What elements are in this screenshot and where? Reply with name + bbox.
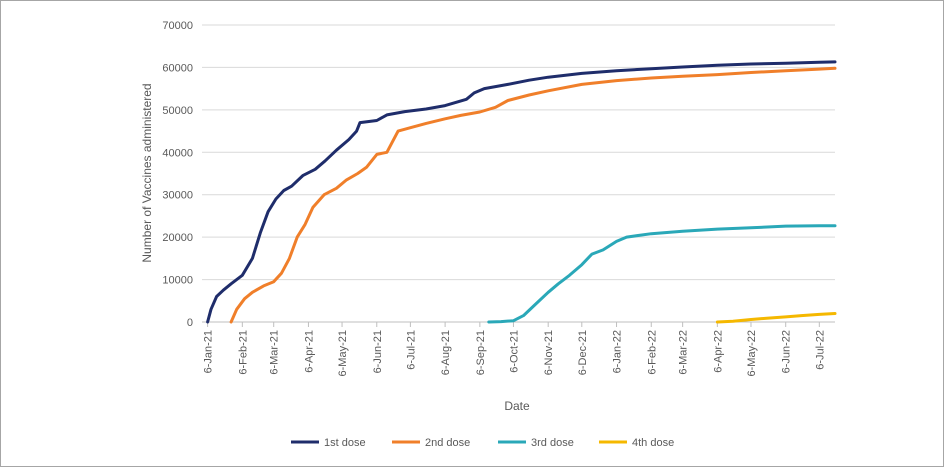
legend-label: 2nd dose (425, 437, 470, 449)
legend-item: 2nd dose (392, 437, 470, 449)
series-lines (206, 60, 837, 324)
y-tick-label: 10000 (162, 275, 193, 287)
legend: 1st dose 2nd dose 3rd dose 4th dose (291, 437, 674, 449)
x-axis: 6-Jan-21 6-Feb-21 6-Mar-21 6-Apr-21 6-May-21… (202, 321, 835, 376)
series-line-4th-dose (715, 312, 837, 324)
x-tick-label: 6-Dec-21 (577, 330, 589, 375)
series-line-3rd-dose (487, 224, 837, 324)
series-line-1st-dose (206, 60, 837, 324)
x-tick-label: 6-Apr-22 (712, 330, 724, 373)
x-tick-label: 6-Jun-22 (781, 330, 793, 373)
x-tick-label: 6-Mar-21 (269, 330, 281, 375)
x-tick-label: 6-Mar-22 (678, 330, 690, 375)
x-tick-label: 6-Aug-21 (440, 330, 452, 375)
y-tick-label: 0 (187, 317, 193, 329)
x-tick-label: 6-Jul-22 (814, 330, 826, 370)
x-tick-label: 6-May-22 (746, 330, 758, 376)
y-tick-label: 40000 (162, 147, 193, 159)
legend-item: 3rd dose (498, 437, 574, 449)
series-line-2nd-dose (229, 66, 837, 324)
x-tick-label: 6-Jan-22 (612, 330, 624, 373)
x-tick-label: 6-Feb-22 (646, 330, 658, 375)
y-tick-label: 70000 (162, 20, 193, 32)
x-tick-label: 6-Feb-21 (237, 330, 249, 375)
x-tick-label: 6-Apr-21 (303, 330, 315, 373)
y-axis: 0 10000 20000 30000 40000 50000 60000 70000 (162, 20, 193, 329)
legend-label: 4th dose (632, 437, 674, 449)
legend-label: 3rd dose (531, 437, 574, 449)
y-tick-label: 30000 (162, 190, 193, 202)
y-tick-label: 50000 (162, 105, 193, 117)
x-tick-label: 6-Jan-21 (203, 330, 215, 373)
x-tick-label: 6-Jun-21 (372, 330, 384, 373)
x-tick-label: 6-May-21 (337, 330, 349, 376)
y-tick-label: 20000 (162, 232, 193, 244)
x-tick-label: 6-Nov-21 (543, 330, 555, 375)
x-axis-title: Date (504, 399, 530, 413)
legend-item: 4th dose (599, 437, 674, 449)
legend-label: 1st dose (324, 437, 366, 449)
y-axis-title: Number of Vaccines administered (140, 83, 154, 262)
x-tick-label: 6-Jul-21 (405, 330, 417, 370)
y-tick-label: 60000 (162, 62, 193, 74)
x-tick-label: 6-Sep-21 (475, 330, 487, 375)
legend-item: 1st dose (291, 437, 366, 449)
gridlines (202, 24, 835, 281)
x-tick-label: 6-Oct-21 (508, 330, 520, 373)
